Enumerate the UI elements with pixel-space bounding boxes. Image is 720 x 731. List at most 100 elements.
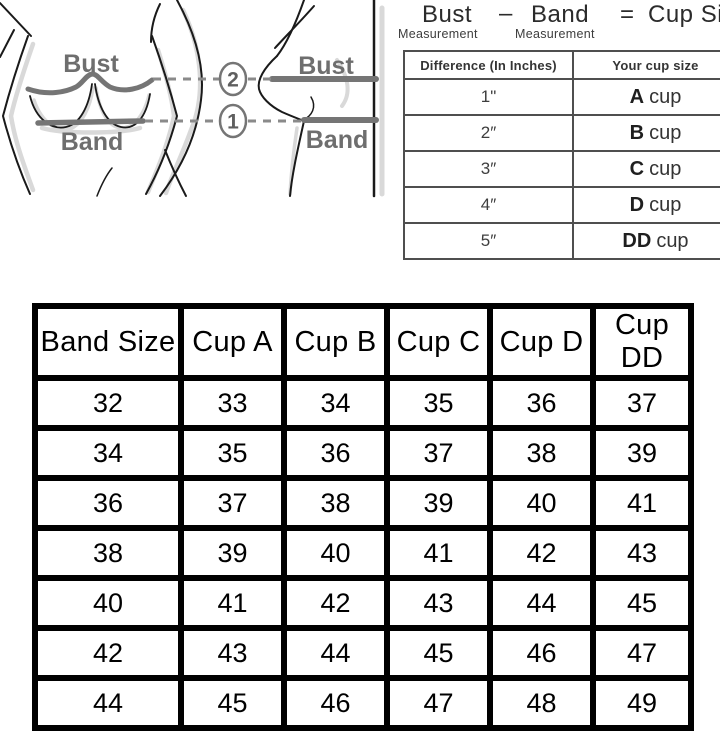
cup-table-header-difference: Difference (In Inches) (403, 50, 574, 80)
body-outline-strokes (0, 0, 376, 198)
size-cell: 39 (590, 425, 694, 481)
difference-value: 4″ (403, 186, 574, 224)
table-row: 36 37 38 39 40 41 (32, 475, 694, 531)
cup-size-value: DD cup (572, 222, 720, 260)
size-cell: 47 (590, 625, 694, 681)
header-cup-d: Cup D (487, 303, 596, 381)
table-row: 38 39 40 41 42 43 (32, 525, 694, 581)
size-cell: 36 (487, 375, 596, 431)
size-cell: 45 (590, 575, 694, 631)
difference-value: 5″ (403, 222, 574, 260)
size-cell: 37 (178, 475, 287, 531)
cup-letter: A (629, 85, 645, 108)
measurement-lines (25, 71, 379, 126)
size-cell: 35 (178, 425, 287, 481)
table-row: 5″ DD cup (403, 222, 720, 260)
header-cup-c: Cup C (384, 303, 493, 381)
front-band-label: Band (61, 128, 124, 156)
header-band-size: Band Size (32, 303, 184, 381)
size-cell: 45 (178, 675, 287, 731)
side-band-label: Band (306, 126, 369, 154)
formula-band-term: Band (531, 1, 590, 28)
size-cell: 39 (178, 525, 287, 581)
size-cell: 45 (384, 625, 493, 681)
formula-bust-term: Bust (422, 1, 473, 28)
formula-bust-measurement-label: Measurement (398, 27, 478, 41)
cup-table-header-cup-size: Your cup size (572, 50, 720, 80)
size-cell: 40 (487, 475, 596, 531)
size-cell: 46 (487, 625, 596, 681)
cup-word: cup (649, 85, 682, 108)
size-cell: 37 (590, 375, 694, 431)
difference-value: 3″ (403, 150, 574, 188)
dashed-connectors (145, 77, 303, 123)
header-cup-dd: Cup DD (590, 303, 694, 381)
size-cell: 36 (281, 425, 390, 481)
table-row: 42 43 44 45 46 47 (32, 625, 694, 681)
cup-letter: B (629, 121, 645, 144)
size-cell: 41 (384, 525, 493, 581)
band-size-cell: 40 (32, 575, 184, 631)
measurement-diagram: 2 1 Bust Band Bust Band (0, 0, 385, 198)
size-cell: 41 (590, 475, 694, 531)
cup-letter: DD (622, 229, 652, 252)
size-cell: 47 (384, 675, 493, 731)
size-cell: 40 (281, 525, 390, 581)
marker-circle-2 (218, 61, 248, 97)
marker-circle-1 (218, 103, 248, 139)
difference-value: 1" (403, 78, 574, 116)
table-row: 34 35 36 37 38 39 (32, 425, 694, 481)
size-cell: 41 (178, 575, 287, 631)
cup-table-header-row: Difference (In Inches) Your cup size (403, 50, 720, 80)
cup-letter: C (629, 157, 645, 180)
band-size-cell: 32 (32, 375, 184, 431)
formula-minus-sign: – (499, 0, 513, 27)
front-bust-line (25, 71, 155, 96)
table-row: 44 45 46 47 48 49 (32, 675, 694, 731)
header-cup-a: Cup A (178, 303, 287, 381)
band-size-cell: 44 (32, 675, 184, 731)
band-size-cell: 42 (32, 625, 184, 681)
size-cell: 43 (384, 575, 493, 631)
size-cell: 38 (487, 425, 596, 481)
cup-letter: D (629, 193, 645, 216)
size-cell: 38 (281, 475, 390, 531)
size-cell: 44 (281, 625, 390, 681)
size-cell: 33 (178, 375, 287, 431)
size-cell: 46 (281, 675, 390, 731)
size-cell: 44 (487, 575, 596, 631)
cup-word: cup (649, 193, 682, 216)
header-cup-b: Cup B (281, 303, 390, 381)
size-cell: 35 (384, 375, 493, 431)
size-cell: 49 (590, 675, 694, 731)
size-chart-header-row: Band Size Cup A Cup B Cup C Cup D Cup DD (32, 303, 694, 381)
formula-band-measurement-label: Measurement (515, 27, 595, 41)
band-size-cell: 38 (32, 525, 184, 581)
diagram-shadow-strokes (8, 5, 385, 197)
difference-value: 2″ (403, 114, 574, 152)
cup-word: cup (656, 229, 689, 252)
size-cell: 42 (487, 525, 596, 581)
front-band-line (35, 118, 146, 126)
size-cell: 43 (178, 625, 287, 681)
size-cell: 48 (487, 675, 596, 731)
cup-word: cup (649, 121, 682, 144)
band-cup-size-chart: Band Size Cup A Cup B Cup C Cup D Cup DD… (32, 303, 694, 731)
band-size-cell: 36 (32, 475, 184, 531)
size-cell: 42 (281, 575, 390, 631)
size-cell: 43 (590, 525, 694, 581)
front-bust-label: Bust (63, 50, 119, 78)
side-bust-label: Bust (298, 52, 354, 80)
size-cell: 34 (281, 375, 390, 431)
table-row: 32 33 34 35 36 37 (32, 375, 694, 431)
marker-number-1: 1 (227, 111, 239, 134)
size-cell: 39 (384, 475, 493, 531)
formula-result-term: Cup Size (648, 1, 720, 28)
